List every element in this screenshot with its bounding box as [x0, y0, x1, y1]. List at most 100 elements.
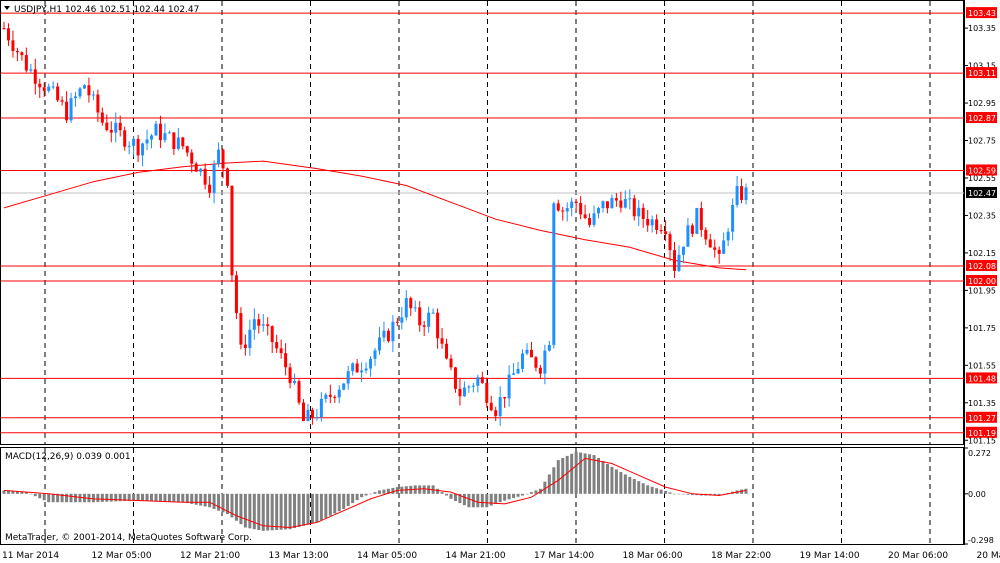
candle-body [78, 88, 82, 97]
candle-body [404, 298, 408, 318]
macd-bar [534, 490, 538, 494]
macd-bar [190, 493, 194, 504]
macd-bar [78, 493, 82, 503]
candle-body [176, 137, 180, 149]
candle-body [690, 225, 694, 234]
macd-bar [127, 493, 131, 501]
candle-body [369, 358, 373, 369]
macd-bar [297, 493, 301, 527]
macd-bar [279, 493, 283, 530]
macd-bar [226, 493, 229, 515]
macd-bar [172, 493, 176, 502]
macd-bar [614, 469, 618, 494]
candle-body [136, 138, 140, 156]
candle-body [409, 298, 413, 309]
candle-body [2, 28, 6, 30]
macd-bar [60, 493, 64, 503]
candle-body [181, 137, 185, 147]
candle-body [449, 358, 453, 368]
macd-bar [373, 492, 377, 494]
macd-bar [628, 476, 632, 494]
candle-body [74, 96, 78, 99]
candle-body [431, 312, 435, 314]
macd-bar [208, 493, 212, 508]
macd-bar [744, 488, 748, 494]
macd-bar [346, 493, 350, 507]
candle-body [740, 186, 744, 200]
candle-body [458, 388, 462, 397]
candle-body [60, 100, 64, 102]
price-tick-label: 103.15 [968, 62, 996, 71]
price-axis: 103.35 103.15 102.95 102.75 102.55 102.35 102.… [964, 7, 997, 445]
candle-body [217, 149, 221, 165]
macd-bar [351, 493, 355, 504]
candle-body [386, 330, 390, 342]
candle-body [284, 353, 288, 368]
candle-body [413, 307, 417, 309]
candle-body [360, 370, 364, 373]
macd-bar [212, 493, 216, 509]
ma-line [3, 160, 747, 271]
candle-body [597, 208, 601, 214]
candle-body [552, 203, 556, 345]
candle-body [462, 387, 466, 397]
price-pane[interactable] [0, 0, 964, 445]
macd-bar [690, 493, 694, 495]
macd-tick-label: 0.00 [968, 490, 986, 499]
candle-body [11, 40, 15, 51]
candle-body [673, 250, 676, 271]
macd-bar [512, 493, 516, 499]
candle-body [190, 152, 194, 164]
macd-bar [342, 493, 346, 509]
macd-bar [74, 493, 78, 503]
candle-body [467, 386, 471, 388]
macd-bar [310, 493, 314, 524]
candle-body [659, 229, 663, 232]
menu-triangle-icon[interactable] [4, 6, 10, 10]
macd-bar [132, 493, 136, 501]
macd-bar [105, 493, 109, 502]
candle-body [6, 28, 10, 41]
candle-body [127, 145, 131, 147]
candle-body [270, 326, 274, 343]
level-price-tag [966, 112, 997, 124]
candle-body [315, 417, 319, 419]
macd-bar [328, 493, 332, 516]
macd-bar [234, 493, 238, 521]
macd-bar [650, 486, 654, 494]
macd-signal-line [3, 457, 747, 529]
price-tick-label: 101.55 [968, 361, 996, 370]
macd-bar [485, 493, 489, 508]
macd-bar [319, 493, 323, 521]
macd-bar [561, 458, 565, 494]
candle-body [717, 249, 721, 254]
time-label: 17 Mar 14:00 [534, 551, 594, 561]
candle-body [275, 342, 279, 349]
candle-body [279, 348, 283, 354]
macd-bar [51, 493, 55, 503]
candle-body [150, 135, 154, 140]
level-price-label: 102.59 [968, 166, 996, 175]
candle-body [713, 247, 717, 250]
candle-body [722, 240, 726, 254]
macd-bar [185, 493, 189, 504]
macd-bar [588, 454, 592, 494]
macd-bar [597, 458, 601, 494]
candle-body [418, 307, 422, 326]
candle-body [592, 213, 596, 225]
macd-bar [391, 487, 395, 494]
candle-body [328, 394, 332, 397]
level-price-label: 102.08 [968, 262, 996, 271]
candle-body [480, 377, 484, 383]
macd-bar [230, 493, 234, 518]
candle-body [677, 254, 681, 271]
macd-bar [462, 493, 466, 506]
candle-body [681, 246, 685, 255]
time-axis: 11 Mar 2014 12 Mar 05:00 12 Mar 21:00 13 Ma… [2, 551, 1000, 561]
macd-bar [239, 493, 243, 525]
candle-body [293, 381, 297, 384]
candle-body [704, 229, 708, 240]
macd-bar [440, 492, 444, 494]
macd-bar [181, 493, 185, 503]
